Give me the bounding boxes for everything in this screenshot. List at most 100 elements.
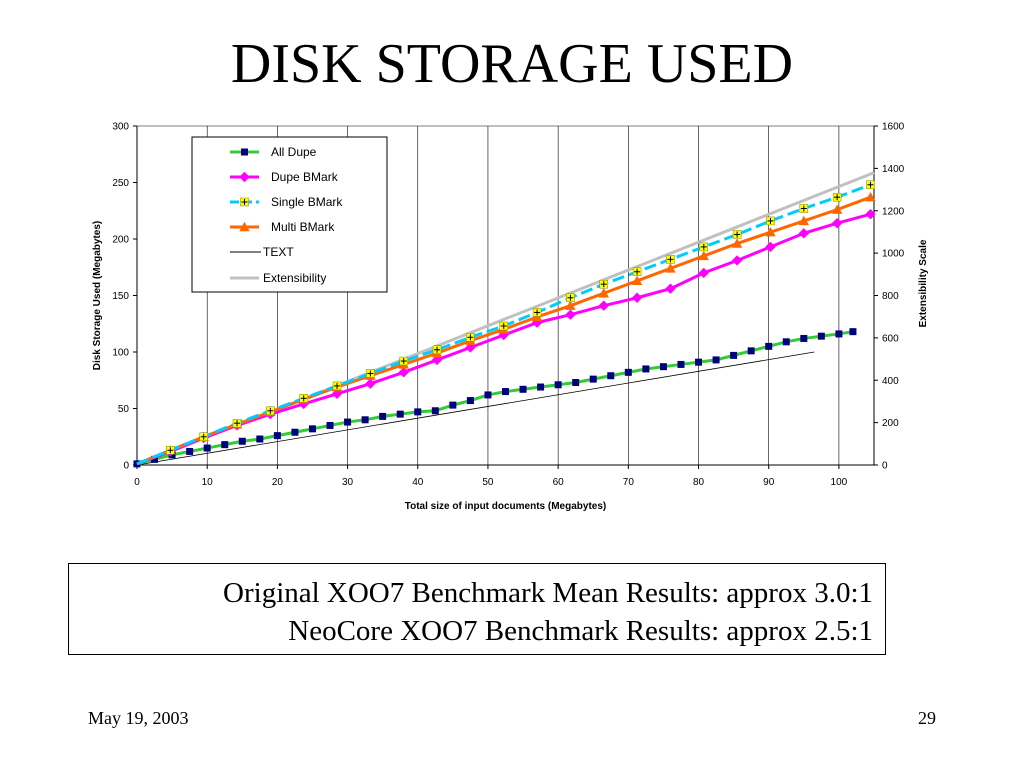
data-point	[659, 363, 667, 371]
legend-label: Multi BMark	[271, 220, 335, 234]
data-point	[765, 241, 776, 253]
legend-label: Dupe BMark	[271, 170, 339, 184]
data-point	[203, 444, 211, 452]
data-point	[799, 204, 809, 213]
y-axis-title: Disk Storage Used (Megabytes)	[92, 221, 103, 371]
data-point	[308, 425, 316, 433]
legend-marker	[239, 171, 250, 183]
data-point	[531, 317, 543, 328]
data-point	[866, 180, 875, 190]
x-tick-label: 50	[482, 477, 494, 488]
x-tick-label: 80	[693, 477, 705, 488]
legend-label: Extensibility	[263, 271, 326, 285]
data-point	[765, 342, 773, 350]
data-point	[291, 428, 299, 436]
legend-marker	[241, 148, 248, 156]
data-point	[399, 356, 408, 366]
disk-storage-chart: 0 10 20 30 40 50 60 70 80 90 100050100150200250300…	[92, 122, 929, 513]
data-point	[484, 391, 492, 399]
data-point	[599, 279, 609, 289]
data-point	[642, 365, 650, 373]
data-point	[332, 381, 342, 391]
data-point	[499, 321, 508, 331]
data-point	[566, 293, 575, 303]
series-all-dupe	[133, 328, 857, 468]
data-point	[598, 300, 609, 311]
y2-tick-label: 1200	[882, 206, 905, 217]
data-point	[431, 407, 439, 415]
data-point	[565, 300, 576, 310]
data-point	[554, 381, 562, 389]
data-point	[631, 292, 643, 303]
data-point	[695, 358, 703, 366]
legend-item-single-bmark: Single BMark	[230, 195, 343, 209]
legend-item-extensibility: Extensibility	[230, 271, 326, 285]
data-point	[365, 378, 376, 389]
data-point	[361, 416, 369, 424]
data-point	[537, 383, 545, 391]
data-point	[699, 242, 709, 252]
data-point	[532, 308, 542, 317]
y2-tick-label: 400	[882, 376, 899, 387]
data-point	[344, 418, 352, 426]
legend-item-text: TEXT	[230, 245, 294, 259]
data-point	[666, 255, 675, 264]
x-tick-label: 90	[763, 477, 775, 488]
data-point	[238, 437, 246, 445]
data-point	[817, 332, 825, 340]
data-point	[832, 192, 842, 202]
legend-marker	[239, 221, 250, 232]
legend-box	[191, 136, 388, 293]
y2-tick-label: 1400	[882, 164, 905, 175]
legend-label: Single BMark	[271, 195, 343, 209]
data-point	[798, 228, 810, 239]
y-tick-label: 50	[118, 404, 130, 415]
y2-axis-title: Extensibility Scale	[918, 239, 929, 327]
data-point	[414, 408, 422, 416]
data-point	[598, 288, 609, 298]
data-point	[166, 446, 175, 455]
data-point	[379, 412, 387, 420]
data-point	[572, 379, 580, 387]
y2-tick-label: 800	[882, 291, 899, 302]
data-point	[466, 397, 474, 405]
x-tick-label: 100	[831, 477, 848, 488]
data-point	[366, 369, 375, 378]
legend-item-multi-bmark: Multi BMark	[230, 220, 335, 234]
data-point	[232, 418, 242, 428]
data-point	[730, 351, 738, 359]
data-point	[589, 375, 597, 383]
data-point	[256, 435, 264, 443]
data-point	[747, 347, 755, 355]
x-tick-label: 30	[342, 477, 354, 488]
y2-tick-label: 200	[882, 418, 899, 429]
series-text	[136, 351, 815, 466]
data-point	[326, 421, 334, 429]
y-tick-label: 100	[112, 348, 129, 359]
data-point	[865, 208, 876, 220]
x-tick-label: 70	[623, 477, 635, 488]
data-point	[766, 216, 775, 226]
series-single-bmark	[136, 180, 875, 466]
data-point	[432, 345, 442, 354]
x-tick-label: 0	[134, 477, 140, 488]
legend-marker	[240, 197, 249, 207]
y2-tick-label: 600	[882, 333, 899, 344]
data-point	[732, 230, 742, 239]
y-tick-label: 150	[112, 291, 129, 302]
data-point	[221, 441, 229, 449]
y-tick-label: 0	[123, 461, 129, 472]
x-tick-label: 20	[272, 477, 284, 488]
neocore-result-text: NeoCore XOO7 Benchmark Results: approx 2…	[288, 615, 873, 647]
legend-item-all-dupe: All Dupe	[230, 145, 317, 159]
x-tick-label: 40	[412, 477, 424, 488]
data-point	[266, 406, 275, 416]
data-point	[665, 283, 676, 294]
series-line	[136, 351, 815, 466]
data-point	[765, 227, 776, 237]
data-point	[273, 432, 281, 440]
original-result-text: Original XOO7 Benchmark Mean Results: ap…	[223, 577, 873, 609]
data-point	[466, 333, 475, 342]
data-point	[607, 372, 615, 380]
data-point	[731, 255, 743, 266]
